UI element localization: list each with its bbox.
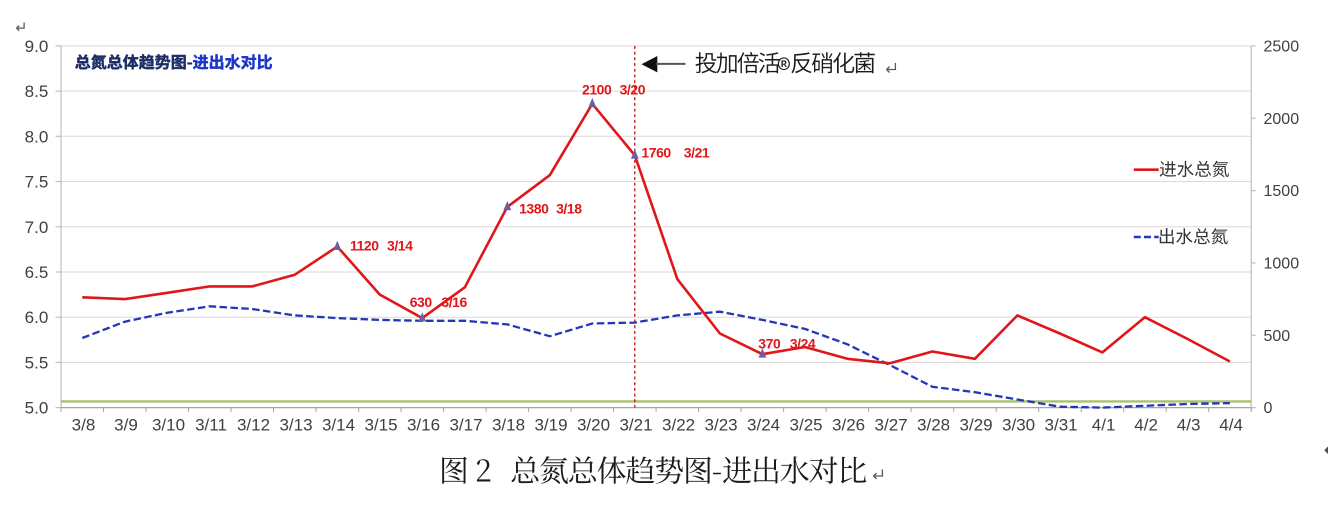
svg-text:3/14: 3/14 <box>322 416 355 435</box>
svg-text:3/21: 3/21 <box>619 416 652 435</box>
svg-text:8.5: 8.5 <box>25 82 49 101</box>
svg-text:1120: 1120 <box>350 237 379 253</box>
svg-text:3/16: 3/16 <box>407 416 440 435</box>
svg-text:3/11: 3/11 <box>195 416 227 435</box>
svg-text:3/26: 3/26 <box>832 416 865 435</box>
svg-text:3/31: 3/31 <box>1045 416 1078 435</box>
svg-text:3/24: 3/24 <box>747 416 780 435</box>
svg-text:3/30: 3/30 <box>1002 416 1035 435</box>
svg-text:3/15: 3/15 <box>364 416 397 435</box>
svg-text:3/20: 3/20 <box>577 416 610 435</box>
svg-text:1000: 1000 <box>1264 256 1300 273</box>
svg-text:3/8: 3/8 <box>72 416 96 435</box>
svg-text:9.0: 9.0 <box>25 37 49 56</box>
svg-text:370: 370 <box>758 336 781 352</box>
svg-text:3/10: 3/10 <box>152 416 185 435</box>
svg-text:3/25: 3/25 <box>790 416 823 435</box>
svg-text:3/18: 3/18 <box>492 416 525 435</box>
svg-text:3/18: 3/18 <box>556 201 582 217</box>
svg-text:3/19: 3/19 <box>534 416 567 435</box>
svg-text:3/29: 3/29 <box>960 416 993 435</box>
svg-text:1380: 1380 <box>519 201 549 217</box>
svg-text:630: 630 <box>410 294 433 310</box>
svg-text:6.5: 6.5 <box>25 263 49 282</box>
svg-text:2500: 2500 <box>1264 39 1300 56</box>
svg-text:3/20: 3/20 <box>620 82 646 98</box>
svg-text:3/17: 3/17 <box>449 416 482 435</box>
svg-text:1760: 1760 <box>641 145 671 161</box>
svg-text:4/3: 4/3 <box>1177 416 1201 435</box>
svg-text:3/16: 3/16 <box>441 294 467 310</box>
svg-text:500: 500 <box>1264 328 1291 345</box>
svg-text:7.0: 7.0 <box>25 218 49 237</box>
svg-text:3/28: 3/28 <box>917 416 950 435</box>
svg-text:3/21: 3/21 <box>684 145 710 161</box>
svg-text:3/23: 3/23 <box>705 416 738 435</box>
svg-text:5.0: 5.0 <box>25 399 49 418</box>
svg-text:3/27: 3/27 <box>875 416 908 435</box>
svg-text:2000: 2000 <box>1264 111 1300 128</box>
svg-text:3/13: 3/13 <box>279 416 312 435</box>
svg-text:5.5: 5.5 <box>25 353 49 372</box>
svg-text:6.0: 6.0 <box>25 308 49 327</box>
svg-text:0: 0 <box>1264 400 1273 417</box>
svg-text:8.0: 8.0 <box>25 127 49 146</box>
svg-text:7.5: 7.5 <box>25 173 49 192</box>
svg-text:1500: 1500 <box>1264 183 1300 200</box>
svg-text:3/12: 3/12 <box>237 416 270 435</box>
svg-text:3/24: 3/24 <box>790 336 816 352</box>
svg-text:3/22: 3/22 <box>662 416 695 435</box>
svg-text:2100: 2100 <box>582 82 612 98</box>
svg-text:4/2: 4/2 <box>1134 416 1158 435</box>
svg-text:4/4: 4/4 <box>1219 416 1243 435</box>
svg-text:3/14: 3/14 <box>387 237 413 253</box>
svg-text:3/9: 3/9 <box>114 416 138 435</box>
svg-text:4/1: 4/1 <box>1092 416 1116 435</box>
